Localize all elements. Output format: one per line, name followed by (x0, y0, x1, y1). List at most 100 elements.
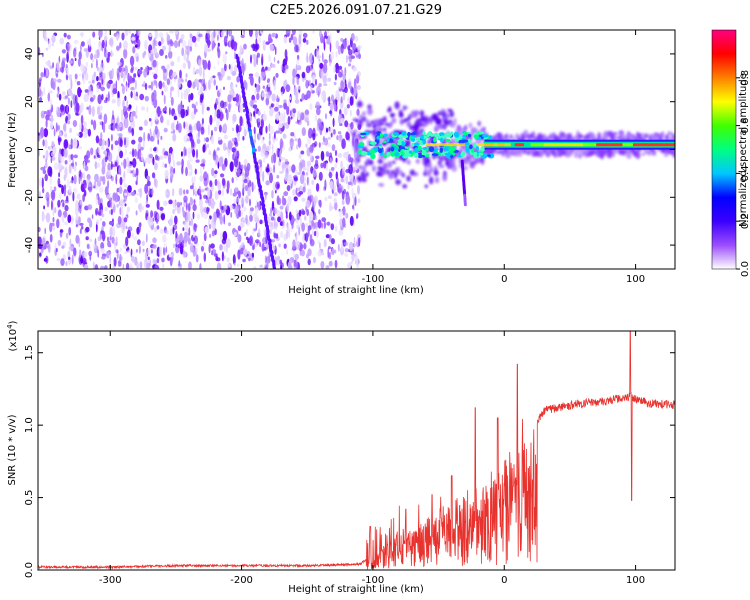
spectrogram-noise-cell (191, 103, 195, 109)
signal-band-cell (627, 133, 634, 139)
spectrogram-noise-cell (195, 247, 198, 252)
spectrogram-noise-cell (239, 116, 243, 127)
spectrogram-noise-cell (230, 188, 233, 196)
spectrogram-noise-cell (318, 142, 321, 148)
spectrogram-noise-cell (272, 245, 276, 251)
spectrogram-noise-cell (83, 128, 88, 139)
spectrogram-noise-cell (78, 249, 82, 259)
spectrogram-noise-cell (98, 114, 102, 120)
signal-band-cell (377, 158, 384, 164)
spectrogram-noise-cell (142, 140, 145, 150)
spectrogram-noise-cell (101, 139, 105, 146)
spectrogram-noise-cell (312, 54, 314, 61)
spectrogram-noise-cell (119, 176, 123, 186)
spectrogram-noise-cell (289, 96, 292, 101)
signal-band-cell (542, 134, 547, 140)
signal-core-cell (428, 146, 435, 153)
spectrogram-noise-cell (335, 40, 339, 50)
spectrogram-noise-cell (74, 94, 78, 105)
spectrogram-noise-cell (85, 48, 89, 58)
signal-core-cell (401, 130, 407, 136)
spectrogram-noise-cell (84, 89, 89, 93)
spectrogram-noise-cell (70, 215, 74, 225)
spectrogram-noise-cell (198, 185, 201, 194)
spectrogram-noise-cell (119, 42, 122, 49)
spectrogram-noise-cell (146, 180, 151, 187)
spectrogram-noise-cell (217, 181, 222, 191)
spectrogram-noise-cell (116, 115, 120, 126)
spectrogram-noise-cell (155, 154, 158, 161)
spectrogram-noise-cell (123, 158, 127, 170)
spectrogram-noise-cell (271, 154, 274, 164)
spectrogram-xtick-label: -300 (99, 274, 122, 285)
spectrogram-noise-cell (190, 111, 196, 120)
spectrogram-noise-cell (320, 91, 326, 101)
spectrogram-noise-cell (49, 122, 54, 130)
spectrogram-noise-cell (302, 186, 306, 193)
signal-band-cell (466, 155, 470, 161)
spectrogram-noise-cell (288, 211, 292, 221)
spectrogram-noise-cell (217, 42, 220, 47)
spectrogram-noise-cell (65, 261, 68, 267)
spectrogram-noise-cell (326, 127, 328, 133)
spectrogram-noise-cell (144, 39, 148, 50)
signal-band-cell (626, 153, 632, 159)
spectrogram-noise-cell (40, 166, 45, 171)
spectrogram-noise-cell (172, 159, 176, 168)
spectrogram-noise-cell (334, 149, 338, 157)
spectrogram-noise-cell (269, 44, 274, 52)
spectrogram-noise-cell (309, 239, 315, 247)
spectrogram-noise-cell (345, 194, 351, 205)
spectrogram-noise-cell (214, 178, 218, 187)
spectrogram-noise-cell (93, 94, 96, 100)
spectrogram-noise-cell (328, 96, 331, 105)
spectrogram-noise-cell (108, 192, 112, 201)
spectrogram-noise-cell (235, 186, 239, 193)
spectrogram-noise-cell (119, 198, 124, 209)
spectrogram-noise-cell (180, 151, 183, 157)
spectrogram-noise-cell (58, 93, 62, 101)
spectrogram-noise-cell (223, 244, 226, 252)
spectrogram-noise-cell (68, 245, 74, 251)
spectrogram-noise-cell (252, 99, 257, 103)
spectrogram-noise-cell (290, 225, 293, 233)
spectrogram-noise-cell (154, 264, 160, 269)
narrow-band-yellow (477, 143, 511, 147)
spectrogram-noise-cell (50, 114, 54, 123)
spectrogram-noise-cell (101, 255, 106, 260)
signal-band-cell (641, 152, 645, 156)
spectrogram-noise-cell (255, 30, 258, 39)
spectrogram-noise-cell (88, 219, 93, 228)
spectrogram-noise-cell (277, 197, 282, 206)
spectrogram-noise-cell (51, 140, 55, 147)
spectrogram-noise-cell (43, 30, 47, 39)
spectrogram-noise-cell (259, 241, 261, 248)
spectrogram-noise-cell (166, 78, 171, 86)
spectrogram-noise-cell (264, 263, 267, 268)
spectrogram-noise-cell (221, 163, 226, 171)
spectrogram-noise-cell (97, 105, 101, 116)
spectrogram-noise-cell (322, 38, 326, 44)
spectrogram-noise-cell (100, 230, 104, 235)
spectrogram-noise-cell (52, 62, 54, 69)
spectrogram-noise-cell (256, 201, 259, 208)
spectrogram-noise-cell (337, 177, 339, 186)
spectrogram-noise-cell (163, 200, 168, 207)
spectrogram-noise-cell (319, 242, 321, 250)
spectrogram-noise-cell (301, 159, 306, 169)
spectrogram-noise-cell (189, 33, 193, 39)
spectrogram-noise-cell (63, 148, 68, 158)
signal-core-cell (422, 135, 428, 140)
spectrogram-noise-cell (164, 106, 167, 112)
spectrogram-noise-cell (107, 180, 110, 190)
spectrogram-noise-cell (254, 217, 260, 223)
signal-band-cell (399, 118, 404, 126)
spectrogram-noise-cell (315, 155, 320, 159)
spectrogram-noise-cell (191, 176, 194, 184)
spectrogram-noise-cell (129, 75, 133, 84)
spectrogram-noise-cell (165, 55, 168, 59)
spectrogram-noise-cell (163, 94, 166, 105)
spectrogram-noise-cell (268, 38, 273, 43)
spectrogram-noise-cell (302, 37, 307, 43)
spectrogram-x-label: Height of straight line (km) (288, 285, 424, 296)
